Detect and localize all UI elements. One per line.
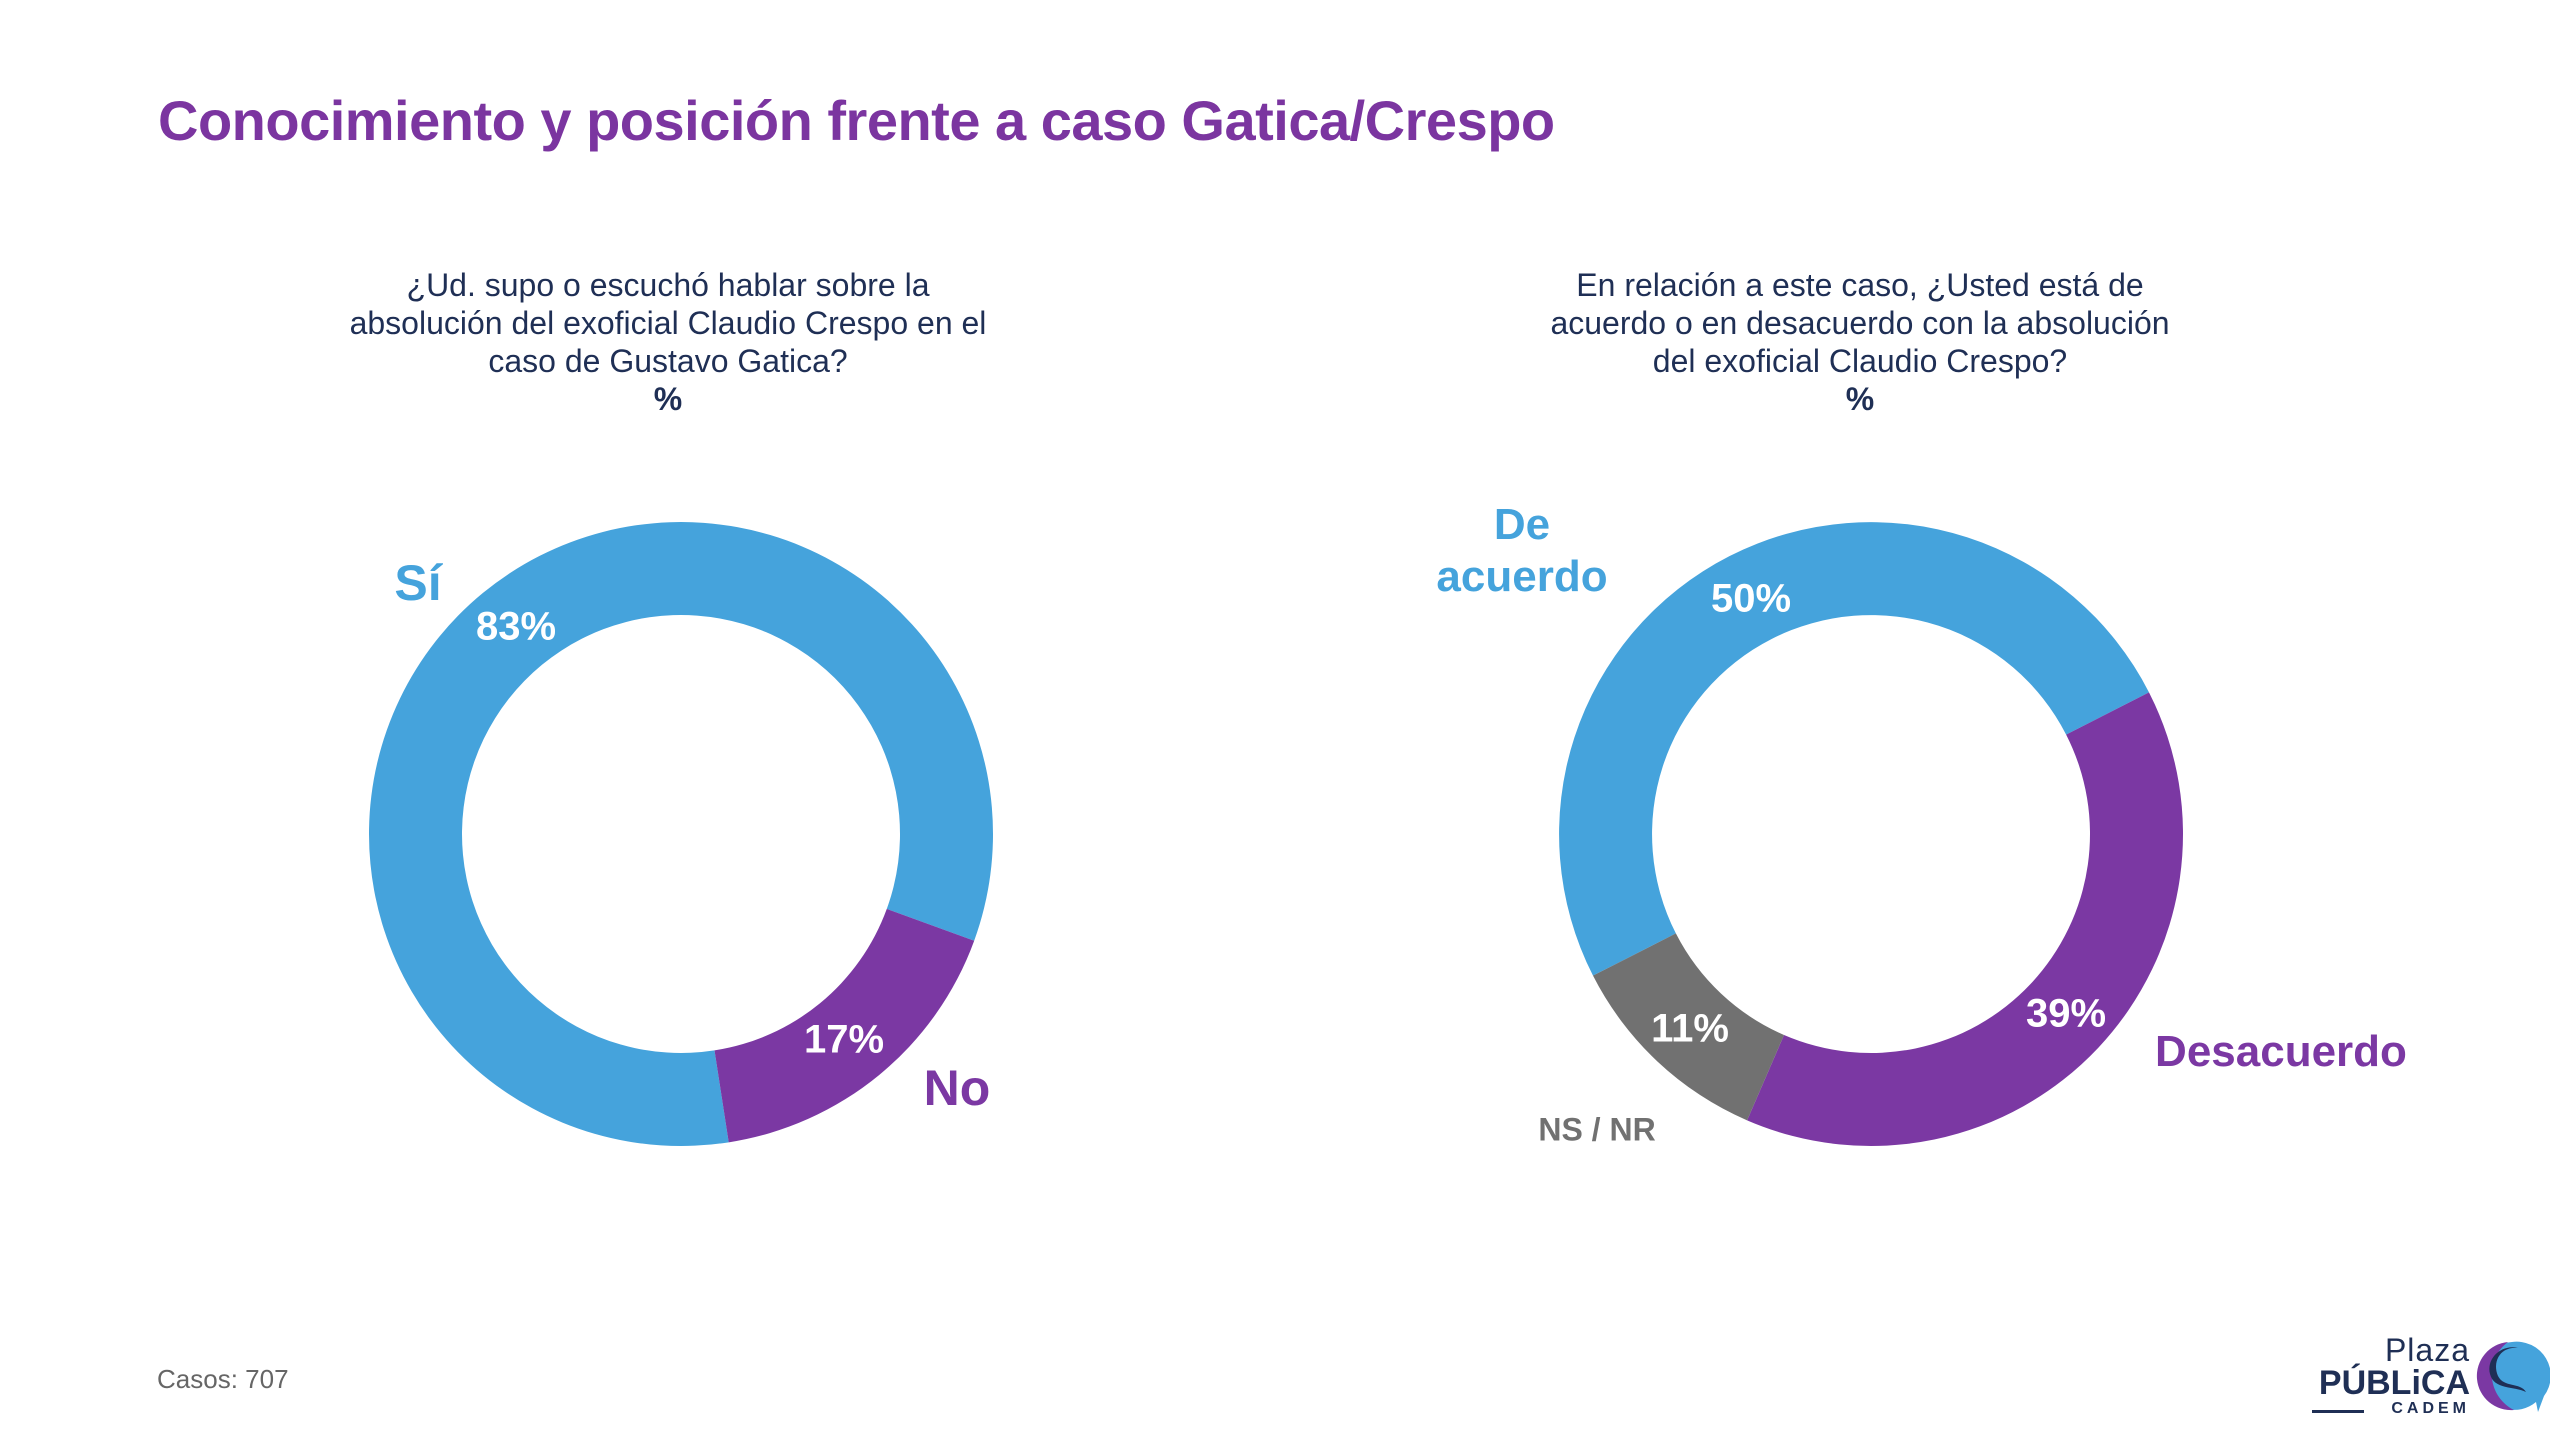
- chart1-question-line: ¿Ud. supo o escuchó hablar sobre la: [406, 267, 930, 303]
- donut-slice-no: [714, 908, 975, 1143]
- chart2-question-line: En relación a este caso, ¿Usted está de: [1576, 267, 2144, 303]
- plaza-publica-cadem-logo: Plaza PÚBLiCA CADEM: [2300, 1330, 2550, 1420]
- donut-slice-ns-nr: [1593, 933, 1785, 1121]
- value-label-no: 17%: [803, 1017, 885, 1062]
- category-label-line: De: [1493, 500, 1551, 549]
- value-label-de-acuerdo: 50%: [1710, 576, 1792, 621]
- donut-chart-awareness: [369, 522, 994, 1146]
- logo-text-publica: PÚBLiCA: [2318, 1364, 2470, 1402]
- category-label-ns-nr: NS / NR: [1538, 1111, 1656, 1148]
- category-label-si: Sí: [394, 555, 442, 611]
- logo-text-cadem: CADEM: [2391, 1400, 2470, 1417]
- category-label-desacuerdo: Desacuerdo: [2155, 1027, 2407, 1076]
- value-label-si: 83%: [475, 604, 557, 649]
- donut-slice-sí: [369, 522, 994, 1146]
- donut-slice-de-acuerdo: [1559, 522, 2149, 976]
- donut-chart-agreement: [1559, 522, 2183, 1147]
- chart2-question-line: del exoficial Claudio Crespo?: [1652, 343, 2068, 379]
- chart2-question: En relación a este caso, ¿Usted está de …: [1480, 266, 2240, 418]
- chart1-question: ¿Ud. supo o escuchó hablar sobre la abso…: [288, 266, 1048, 418]
- page-title: Conocimiento y posición frente a caso Ga…: [158, 89, 1555, 152]
- value-label-ns-nr: 11%: [1651, 1006, 1729, 1051]
- cases-count: Casos: 707: [157, 1364, 289, 1394]
- category-label-de-acuerdo: De acuerdo: [1436, 499, 1607, 603]
- value-label-desacuerdo: 39%: [2025, 991, 2107, 1036]
- category-label-line: acuerdo: [1436, 552, 1608, 601]
- donut-slice-desacuerdo: [1747, 692, 2183, 1147]
- chart1-unit: %: [653, 381, 683, 417]
- chart2-unit: %: [1845, 381, 1875, 417]
- logo-text-plaza: Plaza: [2384, 1332, 2470, 1368]
- logo-underline: [2312, 1410, 2364, 1413]
- category-label-no: No: [923, 1060, 991, 1116]
- speech-bubble-logo-icon: [2476, 1341, 2550, 1412]
- chart1-question-line: caso de Gustavo Gatica?: [488, 343, 848, 379]
- chart2-question-line: acuerdo o en desacuerdo con la absolució…: [1550, 305, 2170, 341]
- chart1-question-line: absolución del exoficial Claudio Crespo …: [349, 305, 987, 341]
